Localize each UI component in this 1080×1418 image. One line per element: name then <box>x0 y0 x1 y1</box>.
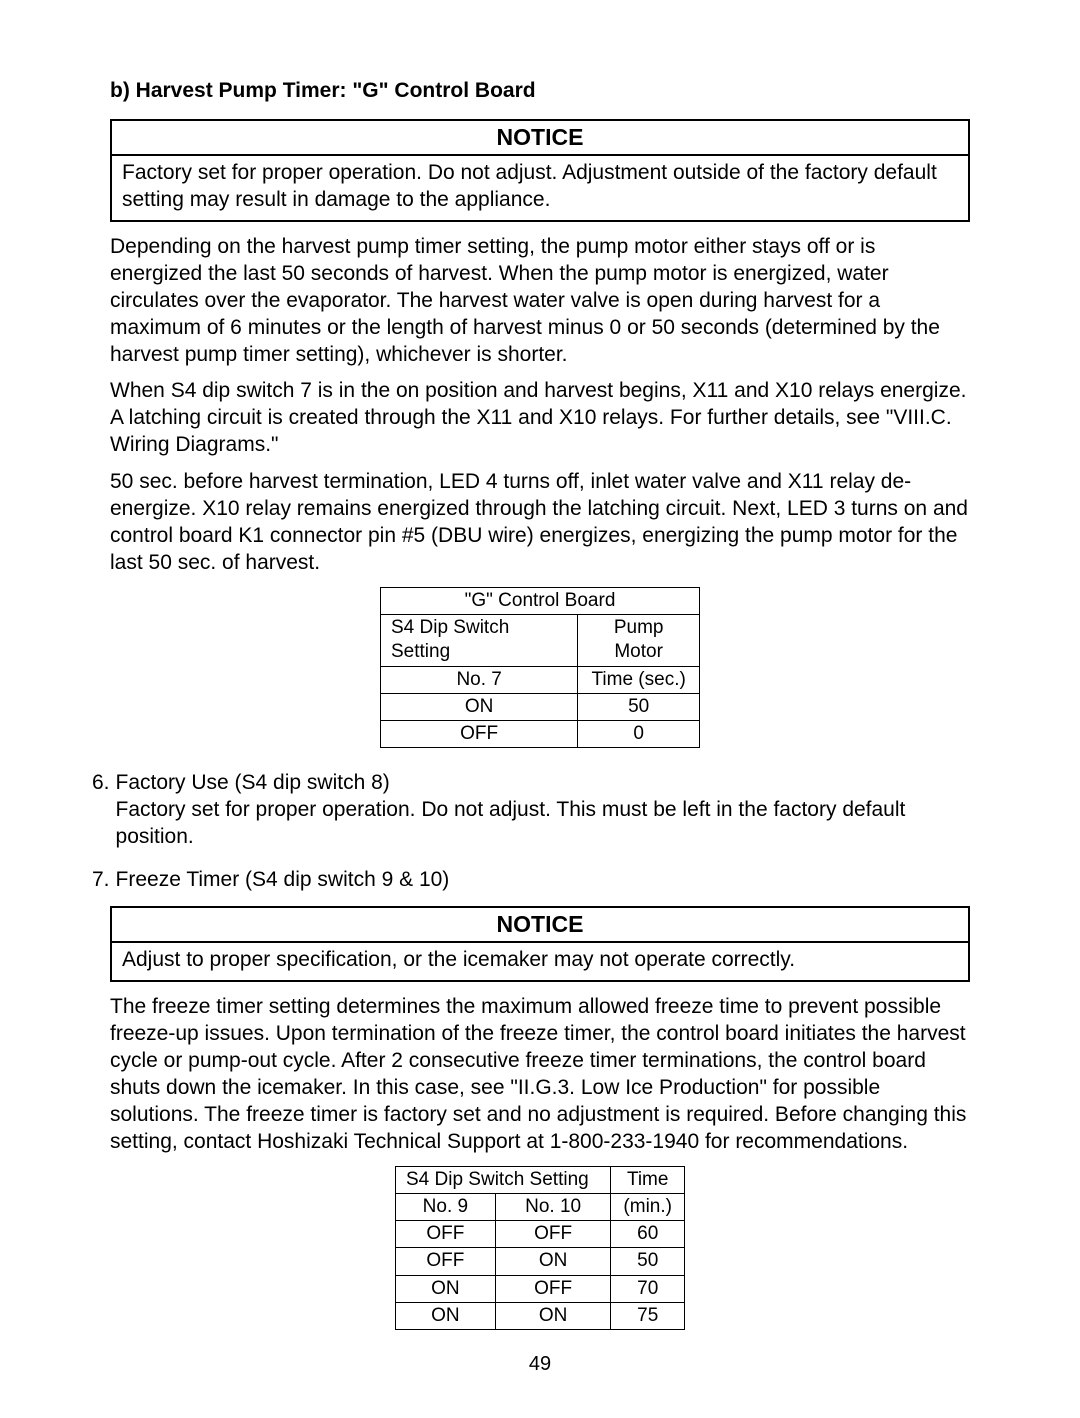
notice-body: Factory set for proper operation. Do not… <box>112 156 968 220</box>
paragraph: The freeze timer setting determines the … <box>110 994 970 1155</box>
freeze-timer-table: S4 Dip Switch Setting Time No. 9 No. 10 … <box>395 1166 685 1331</box>
table-cell: ON <box>495 1303 611 1330</box>
paragraph: Depending on the harvest pump timer sett… <box>110 234 970 368</box>
table-cell: ON <box>495 1248 611 1275</box>
table-header-cell: S4 Dip Switch Setting <box>396 1166 611 1193</box>
table-header-cell: (min.) <box>611 1193 685 1220</box>
table-row: OFF OFF 60 <box>396 1221 685 1248</box>
list-item-title: Freeze Timer (S4 dip switch 9 & 10) <box>116 867 970 894</box>
paragraph: 50 sec. before harvest termination, LED … <box>110 469 970 577</box>
table-header-cell: No. 10 <box>495 1193 611 1220</box>
table-row: OFF 0 <box>381 721 700 748</box>
list-number: 7. <box>92 867 110 894</box>
notice-body: Adjust to proper specification, or the i… <box>112 943 968 980</box>
g-control-board-table: "G" Control Board S4 Dip Switch Setting … <box>380 587 700 749</box>
table-header-cell: Pump Motor <box>578 614 700 666</box>
list-item-6: 6. Factory Use (S4 dip switch 8) Factory… <box>92 770 970 851</box>
table-cell: OFF <box>495 1221 611 1248</box>
table-cell: OFF <box>396 1221 496 1248</box>
notice-title: NOTICE <box>112 121 968 156</box>
table-cell: 0 <box>578 721 700 748</box>
table-cell: 75 <box>611 1303 685 1330</box>
table-row: OFF ON 50 <box>396 1248 685 1275</box>
section-heading: b) Harvest Pump Timer: "G" Control Board <box>110 78 970 105</box>
notice-title: NOTICE <box>112 908 968 943</box>
table-cell: OFF <box>396 1248 496 1275</box>
table-header-cell: No. 9 <box>396 1193 496 1220</box>
table-header-cell: S4 Dip Switch Setting <box>381 614 578 666</box>
table-row: ON ON 75 <box>396 1303 685 1330</box>
table-cell: OFF <box>495 1275 611 1302</box>
table-header-cell: Time <box>611 1166 685 1193</box>
page-number: 49 <box>110 1352 970 1378</box>
document-page: b) Harvest Pump Timer: "G" Control Board… <box>0 0 1080 1418</box>
notice-box-2: NOTICE Adjust to proper specification, o… <box>110 906 970 982</box>
table-cell: 50 <box>611 1248 685 1275</box>
table-cell: ON <box>396 1275 496 1302</box>
table-cell: ON <box>396 1303 496 1330</box>
list-item-body: Factory set for proper operation. Do not… <box>116 797 970 851</box>
list-item-7: 7. Freeze Timer (S4 dip switch 9 & 10) <box>92 867 970 894</box>
table-cell: OFF <box>381 721 578 748</box>
table-cell: 60 <box>611 1221 685 1248</box>
table-caption: "G" Control Board <box>381 587 700 614</box>
table-cell: ON <box>381 693 578 720</box>
table-header-cell: No. 7 <box>381 666 578 693</box>
table-row: ON OFF 70 <box>396 1275 685 1302</box>
notice-box-1: NOTICE Factory set for proper operation.… <box>110 119 970 222</box>
table-header-cell: Time (sec.) <box>578 666 700 693</box>
table-cell: 70 <box>611 1275 685 1302</box>
table-cell: 50 <box>578 693 700 720</box>
paragraph: When S4 dip switch 7 is in the on positi… <box>110 378 970 459</box>
table-row: ON 50 <box>381 693 700 720</box>
list-number: 6. <box>92 770 110 851</box>
list-item-title: Factory Use (S4 dip switch 8) <box>116 770 970 797</box>
